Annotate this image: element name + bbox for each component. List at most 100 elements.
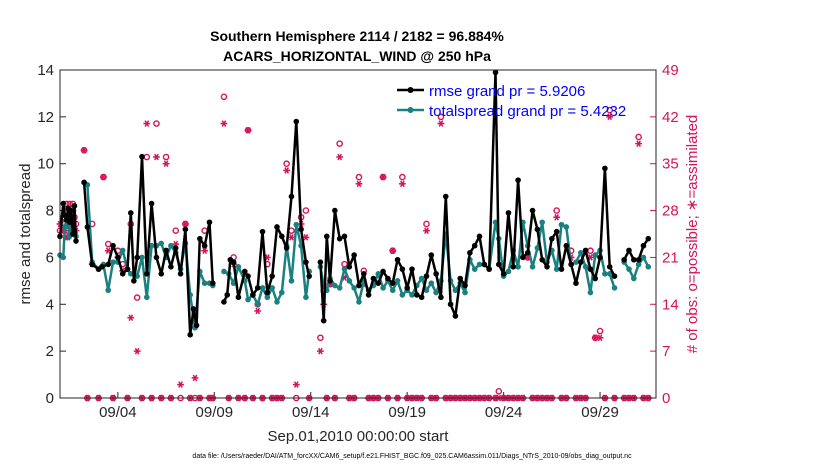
rmse-point	[209, 280, 216, 287]
obs-possible-point	[596, 327, 604, 335]
rmse-point	[544, 264, 550, 270]
totalspread-point	[148, 242, 155, 249]
rmse-point	[438, 294, 444, 301]
left-axis-tick-label: 6	[46, 249, 54, 266]
rmse-point	[172, 245, 179, 251]
rmse-point	[269, 273, 275, 279]
obs-assimilated-point	[288, 234, 295, 241]
rmse-point	[582, 247, 589, 254]
left-axis-tick-label: 10	[37, 156, 54, 173]
totalspread-point	[640, 254, 647, 261]
rmse-point	[370, 275, 377, 282]
totalspread-point	[602, 271, 608, 277]
obs-assimilated-point	[153, 153, 160, 161]
totalspread-point	[592, 252, 599, 258]
totalspread-point	[476, 261, 483, 268]
left-axis-tick-label: 4	[46, 296, 54, 313]
rmse-point	[481, 261, 488, 268]
totalspread-point	[539, 219, 546, 226]
obs-assimilated-point	[379, 173, 387, 181]
rmse-point	[457, 275, 464, 282]
totalspread-point	[529, 264, 536, 270]
rmse-point	[356, 282, 362, 289]
rmse-point	[385, 275, 391, 282]
rmse-point	[235, 294, 242, 301]
totalspread-point	[577, 249, 584, 256]
obs-assimilated-point	[244, 126, 252, 134]
obs-possible-point	[437, 113, 445, 121]
rmse-point	[182, 226, 189, 233]
totalspread-point	[336, 285, 343, 291]
rmse-point	[539, 256, 546, 263]
rmse-point	[190, 306, 197, 312]
totalspread-point	[505, 268, 512, 275]
rmse-point	[323, 233, 330, 240]
obs-possible-point	[553, 207, 560, 214]
rmse-point	[346, 264, 353, 270]
rmse-point	[259, 228, 266, 235]
obs-possible-point	[302, 207, 310, 214]
totalspread-point	[230, 280, 237, 287]
totalspread-point	[332, 282, 338, 289]
right-axis-tick-label: 0	[662, 390, 670, 407]
totalspread-point	[60, 254, 67, 261]
rmse-point	[389, 280, 396, 287]
right-axis-tick-label: 42	[662, 109, 679, 126]
obs-assimilated-point	[127, 314, 135, 321]
rmse-point	[520, 254, 526, 261]
rmse-point	[442, 193, 449, 200]
obs-assimilated-point	[355, 180, 363, 188]
x-axis-label: Sep.01,2010 00:00:00 start	[268, 428, 450, 445]
rmse-point	[81, 179, 87, 186]
obs-possible-point	[133, 294, 141, 301]
rmse-point	[224, 292, 231, 298]
rmse-point	[274, 224, 280, 230]
totalspread-point	[105, 287, 112, 294]
rmse-point	[158, 271, 165, 277]
totalspread-point	[254, 301, 261, 308]
rmse-point	[115, 254, 121, 261]
right-axis-tick-label: 21	[662, 249, 679, 266]
rmse-point	[447, 301, 454, 308]
obs-possible-point	[317, 334, 324, 342]
left-axis: 0 2 4 6 8 10 12 14	[37, 62, 66, 407]
obs-assimilated-point	[553, 213, 561, 221]
rmse-point	[365, 292, 372, 298]
totalspread-point	[423, 287, 430, 294]
rmse-point	[568, 261, 574, 268]
rmse-point	[534, 226, 541, 233]
rmse-point	[418, 294, 425, 301]
data-file-footnote: data file: /Users/raeder/DAI/ATM_forcXX/…	[192, 453, 632, 460]
rmse-point	[124, 266, 131, 272]
obs-possible-point	[606, 106, 614, 114]
right-axis-tick-label: 7	[662, 343, 670, 360]
x-axis-tick-label: 09/24	[485, 404, 523, 421]
left-axis-tick-label: 0	[46, 390, 54, 407]
legend-item-rmse: rmse grand pr = 5.9206	[397, 83, 585, 100]
rmse-point	[206, 219, 213, 226]
totalspread-point	[201, 280, 208, 287]
rmse-point	[197, 235, 203, 242]
obs-assimilated-point	[389, 247, 397, 255]
totalspread-point	[127, 271, 134, 277]
x-axis: 09/04 09/09 09/14 09/19 09/24 09/29	[99, 392, 619, 421]
totalspread-point	[606, 271, 613, 277]
totalspread-point	[375, 271, 382, 277]
totalspread-point	[341, 266, 348, 272]
totalspread-point	[279, 289, 285, 296]
rmse-point	[500, 271, 507, 277]
y-axis-label-right: # of obs: o=possible; ∗=assimilated	[684, 115, 701, 354]
obs-possible-point	[283, 160, 290, 168]
rmse-point	[428, 252, 435, 258]
plot-frame	[59, 69, 657, 399]
right-axis-tick-label: 14	[662, 296, 679, 313]
rmse-point	[241, 268, 248, 275]
rmse-point	[563, 242, 570, 249]
totalspread-point	[631, 275, 637, 282]
totalspread-point	[293, 221, 300, 228]
rmse-line	[58, 202, 78, 242]
rmse-point	[515, 177, 521, 183]
right-axis-tick-label: 49	[662, 62, 679, 79]
rmse-point	[168, 264, 174, 270]
obs-possible-point	[355, 173, 363, 181]
